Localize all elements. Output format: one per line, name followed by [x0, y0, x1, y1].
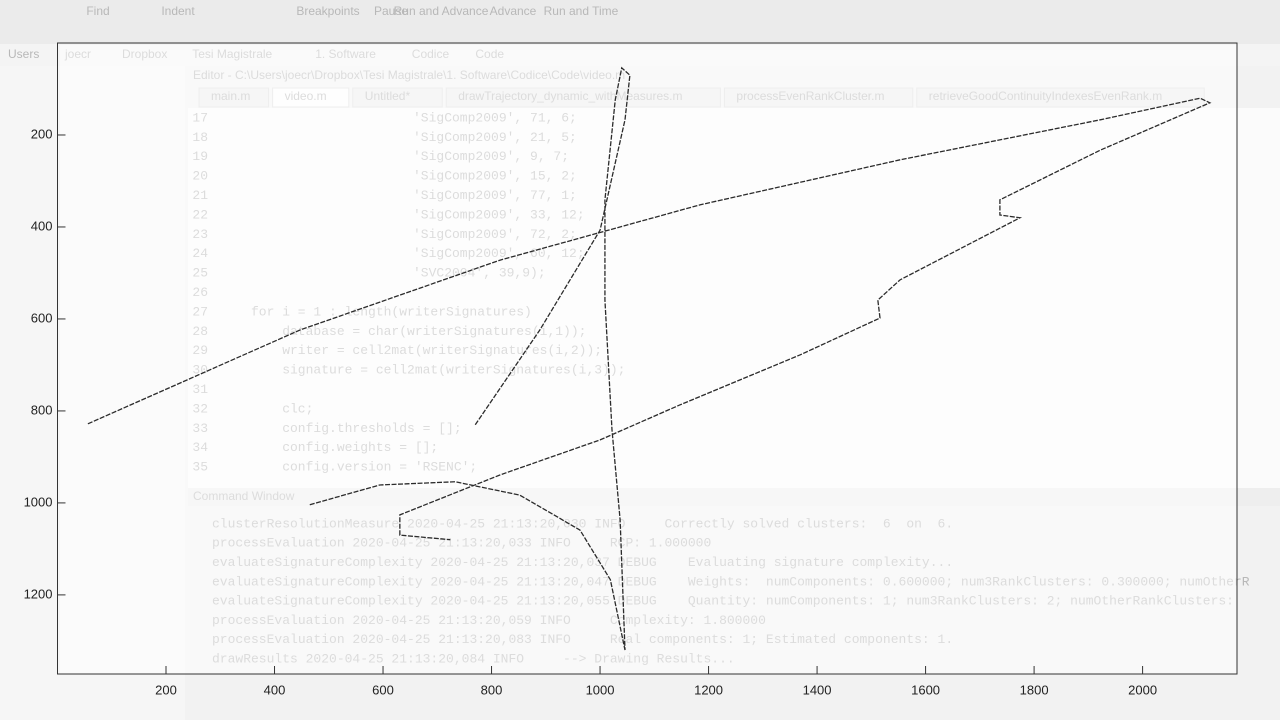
y-tick-label: 1200	[24, 586, 53, 601]
toolstrip	[0, 0, 1280, 44]
toolbar-item: Pause	[374, 4, 408, 18]
breadcrumb-item: Users	[8, 47, 39, 61]
x-tick-label: 200	[155, 682, 177, 697]
toolbar-item: Run and Time	[544, 4, 619, 18]
figure-background	[60, 45, 1237, 674]
x-tick-label: 400	[264, 682, 286, 697]
y-tick-label: 800	[31, 402, 53, 417]
toolbar-item: Advance	[490, 4, 537, 18]
x-tick-label: 1400	[803, 682, 832, 697]
y-tick-label: 200	[31, 126, 53, 141]
x-tick-label: 600	[372, 682, 394, 697]
x-tick-label: 1000	[586, 682, 615, 697]
x-tick-label: 2000	[1128, 682, 1157, 697]
toolbar-item: Find	[86, 4, 109, 18]
x-tick-label: 800	[481, 682, 503, 697]
axes-frame	[57, 42, 1238, 675]
y-tick-label: 1000	[24, 494, 53, 509]
x-tick-label: 1800	[1020, 682, 1049, 697]
toolbar-item: Breakpoints	[296, 4, 359, 18]
plot: 200 400 600 800 1000 1200 1400 1600 1800 2000 200 4…	[24, 42, 1238, 697]
x-tick-label: 1200	[694, 682, 723, 697]
y-tick-label: 600	[31, 310, 53, 325]
trajectory	[87, 66, 1212, 651]
toolbar-item: Run and Advance	[394, 4, 489, 18]
y-tick-label: 400	[31, 218, 53, 233]
x-tick-label: 1600	[911, 682, 940, 697]
toolbar-item: Indent	[161, 4, 195, 18]
